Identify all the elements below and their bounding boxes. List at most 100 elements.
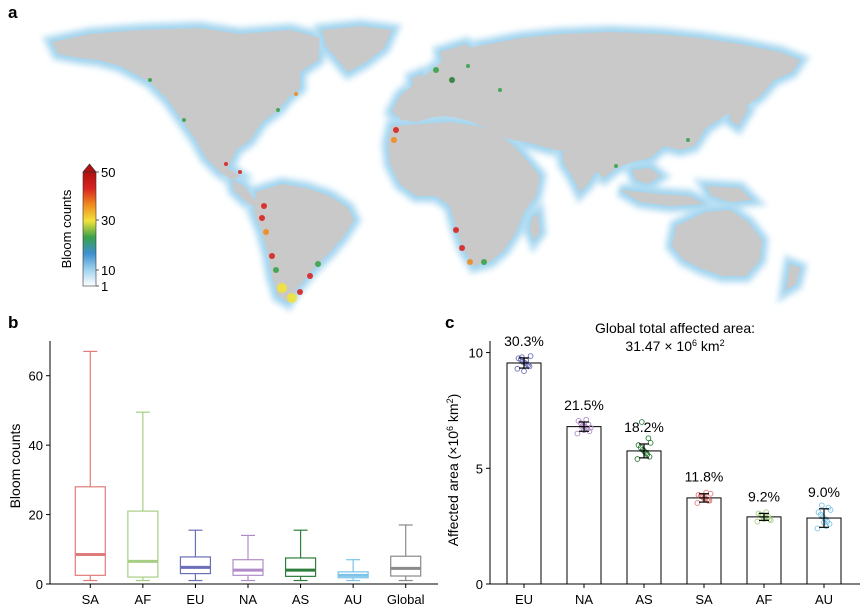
bloom-hotspot: [459, 245, 465, 251]
bar-percent-label: 9.0%: [808, 484, 840, 500]
bar: [746, 516, 782, 585]
bloom-hotspot: [466, 64, 470, 68]
bloom-hotspot: [263, 229, 269, 235]
bloom-hotspot: [481, 259, 487, 265]
bar-data-point: [647, 439, 654, 446]
bloom-hotspot: [315, 261, 321, 267]
boxplot-y-tick-label: 60: [29, 369, 43, 384]
panel-a-letter: a: [8, 3, 18, 22]
bar: [686, 497, 722, 585]
bloom-hotspot: [238, 170, 242, 174]
bloom-hotspot: [276, 108, 280, 112]
bar-chart-ylabel: Affected area (×106 km2): [445, 394, 461, 547]
bloom-hotspot: [182, 118, 186, 122]
bloom-hotspot: [261, 203, 267, 209]
colorbar-tick-label: 50: [101, 165, 115, 180]
bar-percent-label: 21.5%: [564, 397, 604, 413]
boxplot-ylabel: Bloom counts: [7, 424, 23, 509]
land-mass: [620, 190, 704, 206]
colorbar: Bloom counts 50 30 101: [59, 163, 115, 294]
ylabel-unit-exp: 2: [445, 398, 455, 403]
bar-x-tick-label: AS: [635, 592, 653, 607]
bar-x-tick-label: NA: [575, 592, 593, 607]
world-map: [41, 18, 811, 312]
boxplot-y-tick-label: 40: [29, 438, 43, 453]
bar-chart-title-line1: Global total affected area:: [595, 320, 755, 336]
bar-data-point: [521, 368, 527, 374]
bar-data-point: [645, 435, 652, 442]
bloom-hotspot: [148, 78, 152, 82]
bloom-hotspot: [449, 77, 455, 83]
colorbar-extend-arrow: [82, 163, 97, 173]
bloom-hotspot: [307, 273, 313, 279]
land-mass: [412, 74, 424, 94]
land-mass: [786, 264, 800, 290]
land-mass: [392, 32, 800, 178]
boxplot-box: [390, 555, 422, 577]
land-mass: [730, 96, 748, 126]
bar-data-point: [703, 489, 710, 496]
bar-chart-title-line2: 31.47 × 106 km2: [625, 338, 724, 354]
boxplot-y-tick-label: 0: [36, 577, 43, 592]
bloom-hotspot: [259, 215, 265, 221]
ylabel-unit: km: [445, 403, 461, 426]
bar-chart-y-tick-label: 0: [476, 577, 483, 592]
boxplot-box: [284, 557, 317, 577]
bloom-hotspot: [467, 259, 473, 265]
land-mass: [254, 184, 354, 302]
boxplot-x-tick-label: AS: [292, 592, 310, 607]
bar: [626, 450, 662, 585]
bloom-hotspot: [433, 67, 439, 73]
bar-data-point: [527, 353, 534, 359]
bloom-hotspot: [297, 289, 303, 295]
bar-chart: Global total affected area: 31.47 × 106 …: [445, 320, 860, 607]
land-mass: [562, 150, 598, 192]
bloom-hotspot: [269, 253, 275, 259]
ylabel-prefix: Affected area (×10: [445, 431, 461, 547]
bar-x-tick-label: AU: [815, 592, 833, 607]
land-mass: [632, 168, 660, 184]
bar-data-point: [514, 365, 521, 372]
boxplot-box: [232, 559, 264, 576]
bar-percent-label: 11.8%: [685, 469, 724, 485]
bar-data-point: [754, 518, 761, 525]
bloom-hotspot: [453, 227, 459, 233]
land-mass: [706, 186, 752, 202]
panel-b-letter: b: [8, 313, 18, 332]
bar-data-point: [815, 509, 822, 516]
bar-data-point: [574, 430, 581, 437]
bar-x-tick-label: EU: [515, 592, 533, 607]
land-mass: [672, 210, 762, 276]
bar: [806, 517, 842, 585]
ylabel-exp: 6: [445, 426, 455, 431]
bloom-hotspots: [148, 64, 690, 303]
title-line2-prefix: 31.47 × 10: [625, 338, 692, 354]
bloom-hotspot: [391, 137, 397, 143]
colorbar-gradient: [82, 171, 97, 287]
bar-data-point: [634, 456, 641, 462]
land-mass: [322, 26, 392, 72]
bar-data-point: [518, 354, 525, 361]
land-masses: [52, 26, 800, 302]
land-mass: [232, 180, 258, 206]
boxplot-x-tick-label: SA: [82, 592, 100, 607]
bar-data-point: [825, 504, 832, 511]
land-mass: [440, 44, 478, 82]
panel-c-letter: c: [445, 313, 454, 332]
boxplot-box: [179, 556, 212, 575]
bar-data-point: [638, 419, 645, 425]
bar-data-point: [695, 492, 702, 498]
ylabel-suffix: ): [445, 394, 461, 399]
bloom-hotspot: [287, 293, 297, 303]
boxplot-x-tick-label: AF: [135, 592, 152, 607]
boxplot-box: [127, 510, 159, 578]
bar-data-point: [694, 500, 701, 506]
bar-data-point: [818, 502, 825, 509]
bar-chart-y-tick-label: 5: [476, 461, 483, 476]
bloom-hotspot: [614, 164, 618, 168]
bar-percent-label: 18.2%: [624, 419, 664, 435]
land-mass: [52, 28, 320, 180]
bar-data-point: [635, 442, 642, 448]
colorbar-tick-label: 1: [101, 279, 108, 294]
